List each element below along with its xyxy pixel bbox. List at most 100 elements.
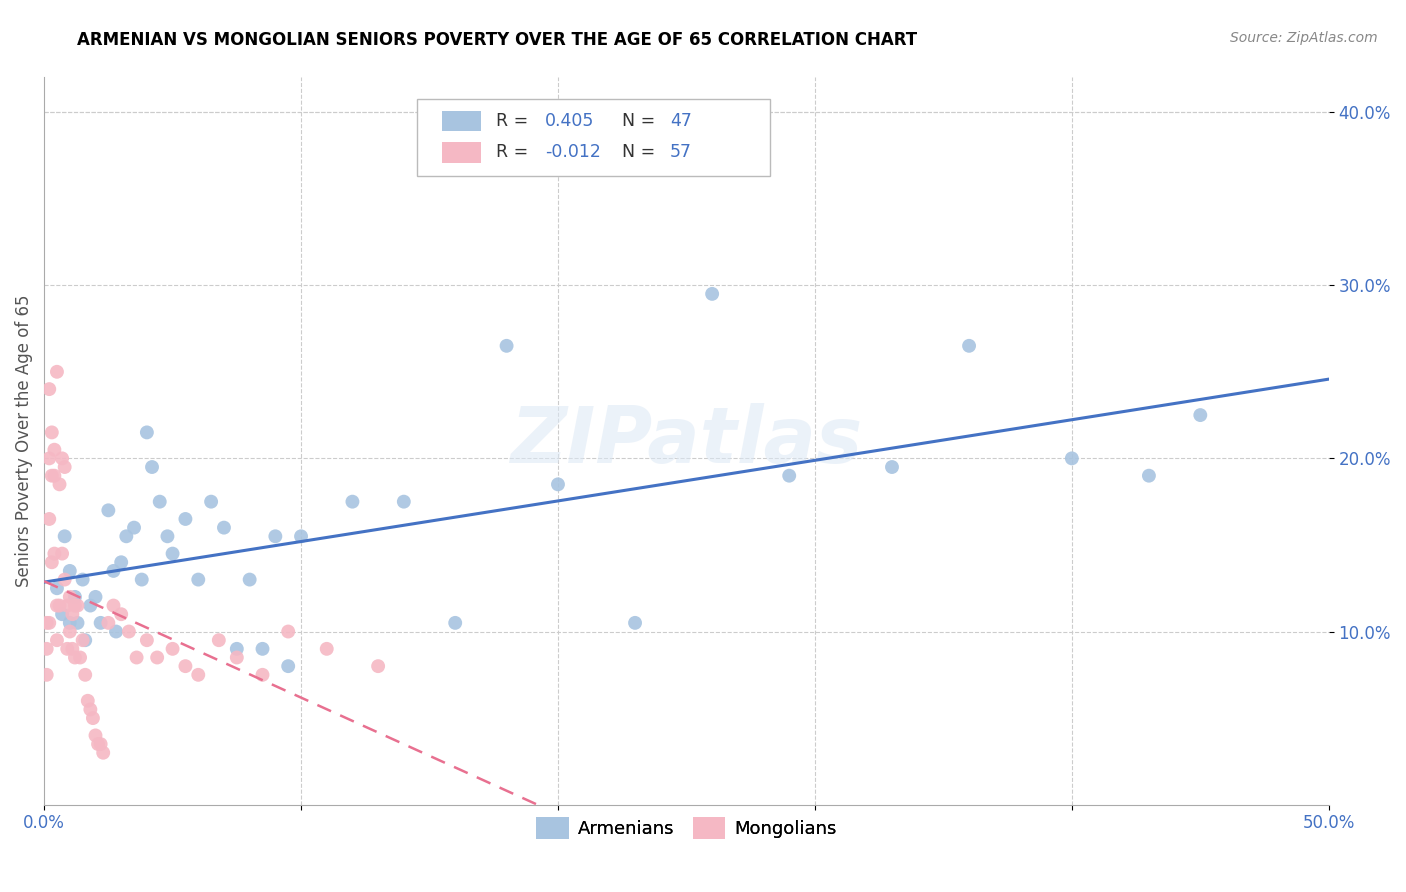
Point	[187, 573, 209, 587]
Point	[162, 547, 184, 561]
Point	[87, 737, 110, 751]
Point	[53, 460, 76, 475]
Point	[103, 564, 125, 578]
Point	[84, 728, 107, 742]
Text: R =: R =	[496, 144, 534, 161]
Point	[392, 494, 415, 508]
Legend: Armenians, Mongolians: Armenians, Mongolians	[529, 810, 844, 847]
Point	[66, 599, 89, 613]
Point	[624, 615, 647, 630]
Point	[35, 615, 58, 630]
Point	[444, 615, 467, 630]
Point	[225, 650, 247, 665]
Point	[105, 624, 128, 639]
Point	[90, 615, 112, 630]
Point	[1137, 468, 1160, 483]
Point	[38, 451, 60, 466]
Point	[59, 590, 82, 604]
Point	[75, 668, 97, 682]
Point	[880, 460, 903, 475]
Text: 57: 57	[669, 144, 692, 161]
Point	[59, 615, 82, 630]
Point	[91, 746, 114, 760]
Point	[162, 641, 184, 656]
Point	[252, 668, 274, 682]
Point	[46, 365, 69, 379]
Point	[76, 694, 98, 708]
Point	[149, 494, 172, 508]
Point	[41, 425, 63, 440]
Point	[495, 339, 517, 353]
Point	[1189, 408, 1212, 422]
Text: 0.405: 0.405	[546, 112, 595, 130]
Point	[59, 624, 82, 639]
Point	[44, 442, 66, 457]
Point	[51, 547, 73, 561]
Point	[79, 599, 101, 613]
Point	[125, 650, 148, 665]
Point	[60, 607, 83, 622]
Point	[53, 573, 76, 587]
Point	[84, 590, 107, 604]
Point	[63, 650, 86, 665]
Point	[141, 460, 163, 475]
Point	[547, 477, 569, 491]
Point	[122, 521, 145, 535]
Point	[48, 599, 70, 613]
Point	[1060, 451, 1083, 466]
Point	[97, 615, 120, 630]
Point	[44, 547, 66, 561]
Point	[97, 503, 120, 517]
Point	[239, 573, 262, 587]
Point	[367, 659, 389, 673]
Point	[135, 425, 157, 440]
Point	[342, 494, 364, 508]
Point	[35, 668, 58, 682]
Point	[225, 641, 247, 656]
Point	[135, 633, 157, 648]
Point	[63, 599, 86, 613]
Point	[290, 529, 312, 543]
Point	[46, 633, 69, 648]
FancyBboxPatch shape	[443, 142, 481, 162]
Text: 47: 47	[669, 112, 692, 130]
Point	[131, 573, 153, 587]
Point	[115, 529, 138, 543]
Point	[103, 599, 125, 613]
Point	[46, 599, 69, 613]
Point	[53, 529, 76, 543]
Point	[264, 529, 287, 543]
Point	[82, 711, 104, 725]
Point	[72, 573, 94, 587]
Text: ZIPatlas: ZIPatlas	[510, 403, 862, 479]
Point	[59, 564, 82, 578]
Point	[56, 641, 79, 656]
Point	[66, 615, 89, 630]
Point	[187, 668, 209, 682]
Point	[174, 659, 197, 673]
Point	[38, 615, 60, 630]
Text: R =: R =	[496, 112, 534, 130]
Point	[146, 650, 169, 665]
Point	[38, 512, 60, 526]
Point	[38, 382, 60, 396]
Point	[315, 641, 337, 656]
Point	[69, 650, 91, 665]
Point	[44, 468, 66, 483]
Point	[79, 702, 101, 716]
Point	[63, 590, 86, 604]
Point	[200, 494, 222, 508]
Point	[51, 451, 73, 466]
Point	[212, 521, 235, 535]
Point	[252, 641, 274, 656]
Text: ARMENIAN VS MONGOLIAN SENIORS POVERTY OVER THE AGE OF 65 CORRELATION CHART: ARMENIAN VS MONGOLIAN SENIORS POVERTY OV…	[77, 31, 918, 49]
Point	[118, 624, 141, 639]
Point	[957, 339, 980, 353]
Point	[700, 286, 723, 301]
FancyBboxPatch shape	[416, 99, 770, 176]
Point	[72, 633, 94, 648]
Point	[174, 512, 197, 526]
Point	[46, 581, 69, 595]
Point	[60, 641, 83, 656]
Text: N =: N =	[623, 112, 661, 130]
